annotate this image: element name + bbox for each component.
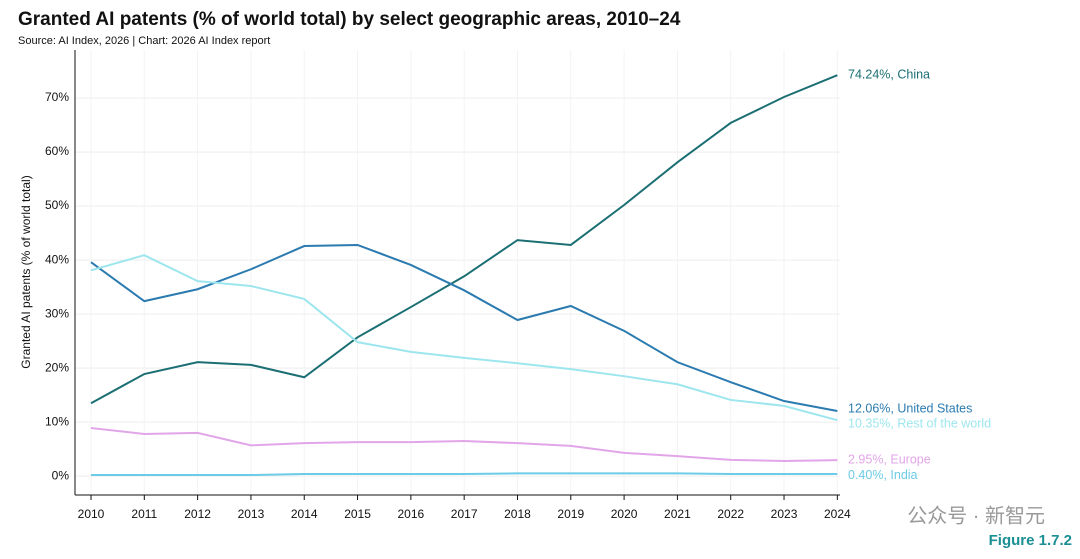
chart-subtitle: Source: AI Index, 2026 | Chart: 2026 AI … (18, 35, 270, 47)
y-tick-label: 20% (45, 360, 69, 374)
end-label: 74.24%, China (848, 67, 930, 81)
series-line (90, 254, 838, 422)
y-tick-label: 60% (45, 144, 69, 158)
x-tick-label: 2012 (184, 507, 211, 521)
x-tick-label: 2011 (131, 507, 157, 521)
series-line (90, 74, 838, 405)
watermark: 公众号 · 新智元 (907, 504, 1045, 527)
x-tick-label: 2013 (238, 507, 265, 521)
x-tick-label: 2024 (824, 507, 851, 521)
figure-label: Figure 1.7.2 (989, 532, 1072, 549)
chart-title: Granted AI patents (% of world total) by… (18, 9, 681, 30)
x-tick-label: 2017 (451, 507, 478, 521)
end-label: 0.40%, India (848, 468, 918, 482)
end-label: 10.35%, Rest of the world (848, 417, 991, 431)
x-tick-label: 2020 (611, 507, 638, 521)
x-tick-label: 2022 (717, 507, 744, 521)
y-axis-label: Granted AI patents (% of world total) (19, 175, 33, 368)
x-tick-label: 2023 (771, 507, 798, 521)
x-tick-label: 2014 (291, 507, 318, 521)
x-tick-label: 2018 (504, 507, 531, 521)
x-tick-label: 2016 (398, 507, 425, 521)
x-tick-label: 2019 (557, 507, 584, 521)
x-tick-label: 2021 (664, 507, 691, 521)
end-label: 12.06%, United States (848, 401, 972, 415)
y-tick-label: 70% (45, 90, 69, 104)
y-tick-label: 10% (45, 414, 69, 428)
x-tick-label: 2015 (344, 507, 371, 521)
y-tick-label: 50% (45, 198, 69, 212)
series-line (90, 472, 838, 477)
y-tick-label: 40% (45, 252, 69, 266)
y-tick-label: 0% (52, 468, 70, 482)
end-label: 2.95%, Europe (848, 452, 931, 466)
series-line (90, 427, 838, 462)
x-tick-label: 2010 (78, 507, 105, 521)
y-tick-label: 30% (45, 306, 69, 320)
